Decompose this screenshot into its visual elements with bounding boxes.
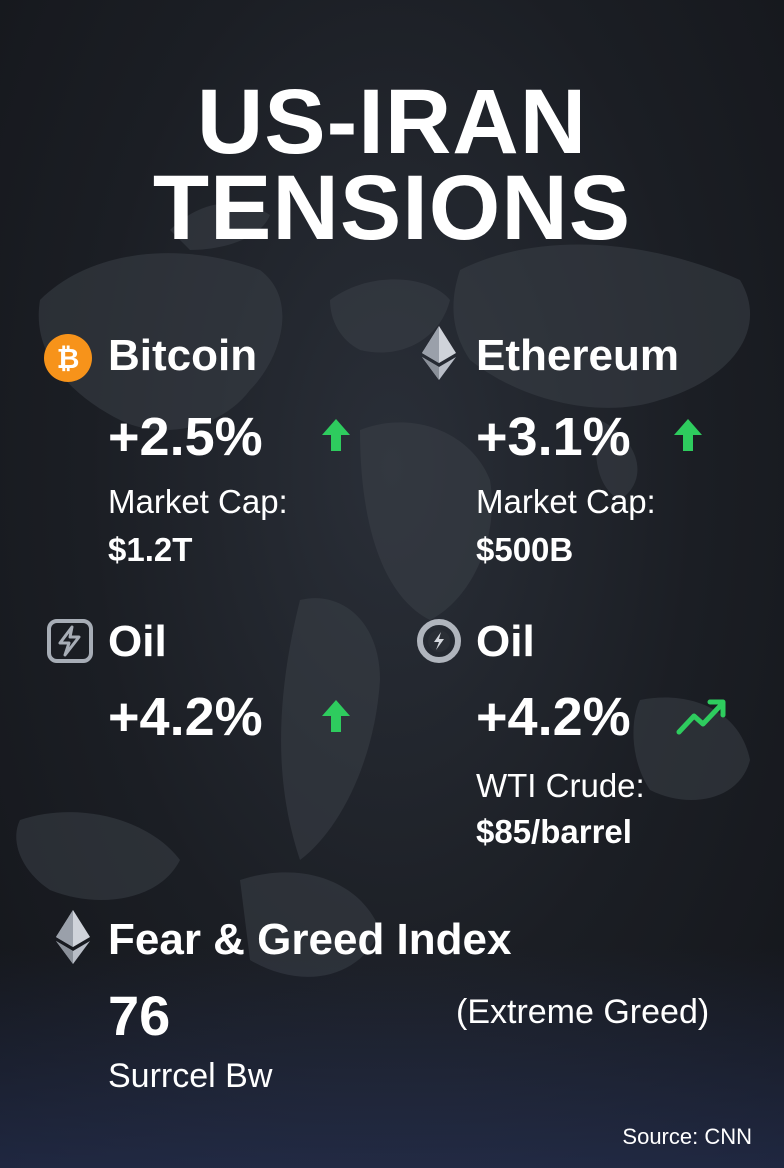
asset-label: Market Cap: <box>108 483 288 520</box>
oil-can-icon <box>47 619 93 663</box>
ethereum-icon <box>56 910 90 964</box>
asset-value: $85/barrel <box>476 813 632 850</box>
fear-greed-subtext: Surrcel Bw <box>108 1057 273 1095</box>
fear-greed-state: (Extreme Greed) <box>456 993 710 1031</box>
page-title-line-2: TENSIONS <box>152 157 632 259</box>
asset-change: +4.2% <box>476 687 631 747</box>
asset-label: WTI Crude: <box>476 767 645 804</box>
trending-up-icon <box>676 699 726 735</box>
power-icon <box>417 619 461 663</box>
bitcoin-icon: ₿ <box>44 334 92 382</box>
asset-change: +2.5% <box>108 407 263 467</box>
fear-greed-value: 76 <box>108 984 171 1047</box>
svg-text:₿: ₿ <box>57 343 80 374</box>
arrow-up-icon <box>674 419 702 451</box>
bottom-glow <box>0 948 784 1168</box>
arrow-up-icon <box>322 700 350 732</box>
asset-label: Market Cap: <box>476 483 656 520</box>
asset-name: Ethereum <box>476 331 679 380</box>
asset-name: Oil <box>108 617 167 666</box>
arrow-up-icon <box>322 419 350 451</box>
ethereum-icon <box>422 326 456 380</box>
asset-value: $500B <box>476 531 574 568</box>
asset-value: $1.2T <box>108 531 193 568</box>
page-title-line-1: US-IRAN <box>196 71 588 173</box>
asset-name: Oil <box>476 617 535 666</box>
fear-greed-title: Fear & Greed Index <box>108 915 512 964</box>
asset-change: +3.1% <box>476 407 631 467</box>
asset-change: +4.2% <box>108 687 263 747</box>
asset-name: Bitcoin <box>108 331 258 380</box>
source-credit: Source: CNN <box>622 1124 752 1149</box>
